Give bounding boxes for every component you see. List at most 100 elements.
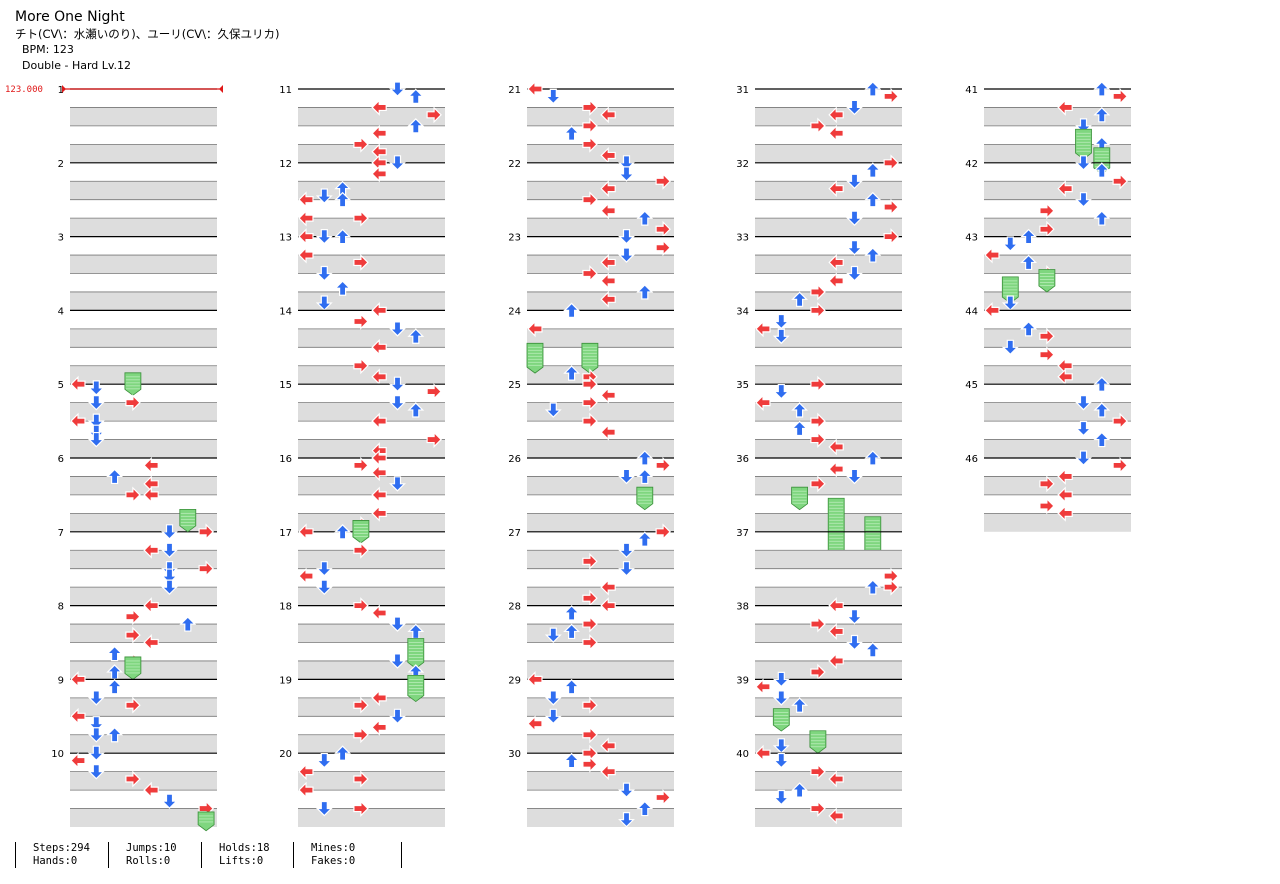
arrow-right-icon xyxy=(883,578,899,596)
arrow-right-icon xyxy=(353,313,369,330)
arrow-right-icon xyxy=(810,117,826,135)
arrow-down-icon xyxy=(1001,339,1019,356)
arrow-down-icon xyxy=(87,431,105,448)
arrow-down-icon xyxy=(618,247,635,263)
arrow-right-icon xyxy=(1039,220,1055,238)
measure-stripe xyxy=(984,402,1131,422)
arrow-left-icon xyxy=(828,622,844,640)
arrow-right-icon xyxy=(582,265,598,282)
measure-stripe xyxy=(70,808,217,827)
arrow-down-icon xyxy=(87,727,105,743)
measure-number: 10 xyxy=(51,749,64,760)
measure-number: 2 xyxy=(58,159,64,170)
arrow-right-icon xyxy=(125,394,141,412)
measure-number: 21 xyxy=(508,85,521,96)
arrow-down-icon xyxy=(161,793,178,810)
arrow-up-icon xyxy=(791,782,809,798)
arrow-right-icon xyxy=(1039,327,1055,345)
arrow-left-icon xyxy=(600,386,616,404)
arrow-left-icon xyxy=(143,541,159,559)
measure-number: 5 xyxy=(58,380,64,391)
arrow-down-icon xyxy=(315,229,333,245)
measure-stripe xyxy=(70,550,217,569)
arrow-right-icon xyxy=(1039,497,1055,515)
arrow-left-icon xyxy=(70,752,86,770)
arrow-right-icon xyxy=(883,154,899,172)
measure-number: 13 xyxy=(279,233,292,244)
arrow-up-icon xyxy=(636,450,654,466)
measure-stripe xyxy=(298,439,445,458)
arrow-down-icon xyxy=(87,395,105,411)
arrow-down-icon xyxy=(87,764,105,780)
arrow-left-icon xyxy=(600,202,616,220)
measure-stripe xyxy=(298,218,445,237)
measure-stripe xyxy=(70,439,217,458)
arrow-up-icon xyxy=(1093,81,1111,97)
arrow-left-icon xyxy=(755,320,771,338)
arrow-left-icon xyxy=(298,781,314,799)
arrow-up-icon xyxy=(864,162,882,178)
arrow-down-icon xyxy=(161,524,178,540)
arrow-down-icon xyxy=(1075,450,1092,466)
measure-number: 12 xyxy=(279,159,292,170)
hold-note xyxy=(1075,128,1092,160)
arrow-right-icon xyxy=(582,726,598,744)
arrow-right-icon xyxy=(582,99,598,116)
measure-stripe xyxy=(70,734,217,754)
arrow-right-icon xyxy=(810,301,826,319)
arrow-left-icon xyxy=(1057,486,1073,504)
measure-stripe xyxy=(527,107,674,126)
arrow-up-icon xyxy=(636,531,654,547)
arrow-down-icon xyxy=(315,752,333,769)
measure-number: 9 xyxy=(58,675,64,686)
arrow-left-icon xyxy=(600,180,616,198)
measure-stripe xyxy=(755,587,902,606)
arrow-left-icon xyxy=(828,460,844,478)
measure-stripe xyxy=(755,181,902,200)
arrow-left-icon xyxy=(600,146,616,164)
arrow-up-icon xyxy=(791,402,809,418)
stat-holds: Holds:18 xyxy=(219,842,270,854)
arrow-down-icon xyxy=(389,321,406,337)
measure-number: 27 xyxy=(508,528,521,539)
arrow-down-icon xyxy=(544,402,562,418)
arrow-up-icon xyxy=(563,752,581,769)
measure-stripe xyxy=(70,107,217,126)
measure-stripe xyxy=(755,697,902,717)
arrow-left-icon xyxy=(298,523,314,541)
measure-stripe xyxy=(527,587,674,606)
hold-note xyxy=(1038,269,1056,293)
measure-number: 26 xyxy=(508,454,521,465)
hold-note xyxy=(124,656,142,680)
measure-number: 29 xyxy=(508,675,521,686)
measure-stripe xyxy=(70,660,217,680)
arrow-left-icon xyxy=(828,770,844,788)
arrow-up-icon xyxy=(864,247,882,263)
measure-number: 16 xyxy=(279,454,292,465)
arrow-up-icon xyxy=(791,291,809,307)
arrow-right-icon xyxy=(810,615,826,633)
arrow-down-icon xyxy=(772,690,790,706)
arrow-left-icon xyxy=(70,412,86,430)
arrow-down-icon xyxy=(161,542,178,559)
arrow-up-icon xyxy=(636,210,654,226)
measure-stripe xyxy=(298,328,445,348)
arrow-left-icon xyxy=(527,320,543,338)
arrow-left-icon xyxy=(371,604,387,622)
arrow-left-icon xyxy=(371,124,387,142)
arrow-left-icon xyxy=(600,290,616,308)
hold-note xyxy=(407,638,425,669)
arrow-right-icon xyxy=(883,228,899,246)
bpm-marker-left-icon xyxy=(62,85,66,93)
arrow-up-icon xyxy=(864,642,882,658)
arrow-up-icon xyxy=(407,402,425,418)
measure-stripe xyxy=(298,513,445,532)
arrow-right-icon xyxy=(582,375,598,393)
measure-stripe xyxy=(70,402,217,422)
arrow-up-icon xyxy=(334,191,352,208)
arrow-left-icon xyxy=(371,464,387,482)
measure-stripe xyxy=(755,328,902,348)
arrow-left-icon xyxy=(298,228,314,246)
arrow-right-icon xyxy=(426,431,442,448)
